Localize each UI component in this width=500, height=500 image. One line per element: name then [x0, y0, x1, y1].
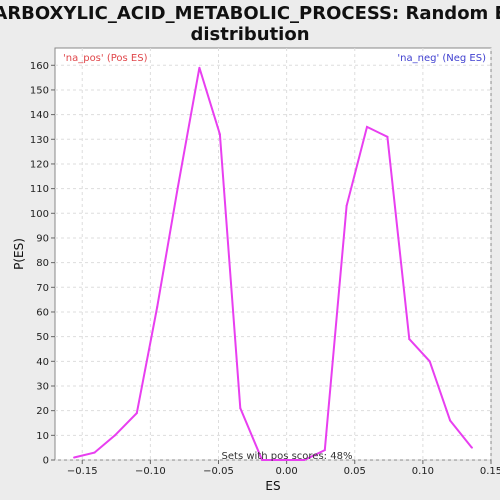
y-axis-ticks: 0 10 20 30 40 50 60 70 80 90 100 110 120 130 140 150 160	[30, 61, 55, 467]
data-point	[428, 360, 431, 363]
y-tick-label: 160	[30, 61, 49, 72]
y-tick-label: 90	[36, 233, 49, 244]
data-point	[218, 133, 221, 136]
y-tick-label: 0	[43, 456, 49, 467]
x-tick-label: −0.10	[135, 466, 166, 477]
data-point	[303, 459, 306, 461]
x-tick-label: −0.05	[203, 466, 234, 477]
plot-area	[54, 47, 492, 461]
y-axis-label: P(ES)	[12, 238, 26, 270]
data-point	[73, 456, 76, 459]
data-point	[135, 412, 138, 415]
x-axis-label: ES	[265, 479, 280, 493]
y-tick-label: 130	[30, 135, 49, 146]
chart-title-line2: distribution	[190, 24, 309, 45]
data-point	[323, 449, 326, 452]
x-tick-label: 0.10	[412, 466, 434, 477]
legend-neg-label: 'na_neg' (Neg ES)	[397, 53, 486, 64]
y-tick-label: 10	[36, 431, 49, 442]
y-tick-label: 60	[36, 307, 49, 318]
y-tick-label: 120	[30, 159, 49, 170]
y-tick-label: 140	[30, 110, 49, 121]
chart-title-line1: CARBOXYLIC_ACID_METABOLIC_PROCESS: Rando…	[0, 3, 500, 24]
data-point	[176, 187, 179, 190]
data-point	[470, 446, 473, 449]
legend-pos-label: 'na_pos' (Pos ES)	[63, 53, 148, 64]
data-point	[386, 135, 389, 138]
pos-score-annotation: Sets with pos scores: 48%	[222, 451, 353, 462]
y-tick-label: 80	[36, 258, 49, 269]
x-axis-ticks: −0.15 −0.10 −0.05 0.00 0.05 0.10 0.15	[67, 460, 500, 477]
y-tick-label: 70	[36, 283, 49, 294]
grid-lines	[55, 48, 492, 461]
y-tick-label: 50	[36, 332, 49, 343]
y-tick-label: 150	[30, 85, 49, 96]
data-point	[113, 434, 116, 437]
y-tick-label: 110	[30, 184, 49, 195]
x-tick-label: 0.15	[480, 466, 500, 477]
data-point	[345, 204, 348, 207]
x-tick-label: 0.00	[275, 466, 297, 477]
es-distribution-line	[73, 67, 473, 461]
data-point	[261, 459, 264, 461]
data-point	[366, 125, 369, 128]
y-tick-label: 40	[36, 357, 49, 368]
data-point	[156, 306, 159, 309]
data-point	[198, 66, 201, 69]
y-tick-label: 100	[30, 209, 49, 220]
data-point	[239, 407, 242, 410]
data-point	[281, 459, 284, 461]
y-tick-label: 30	[36, 381, 49, 392]
data-points	[73, 66, 473, 461]
data-point	[408, 338, 411, 341]
data-point	[93, 451, 96, 454]
x-tick-label: 0.05	[344, 466, 366, 477]
data-point	[449, 419, 452, 422]
y-tick-label: 20	[36, 406, 49, 417]
x-tick-label: −0.15	[67, 466, 98, 477]
